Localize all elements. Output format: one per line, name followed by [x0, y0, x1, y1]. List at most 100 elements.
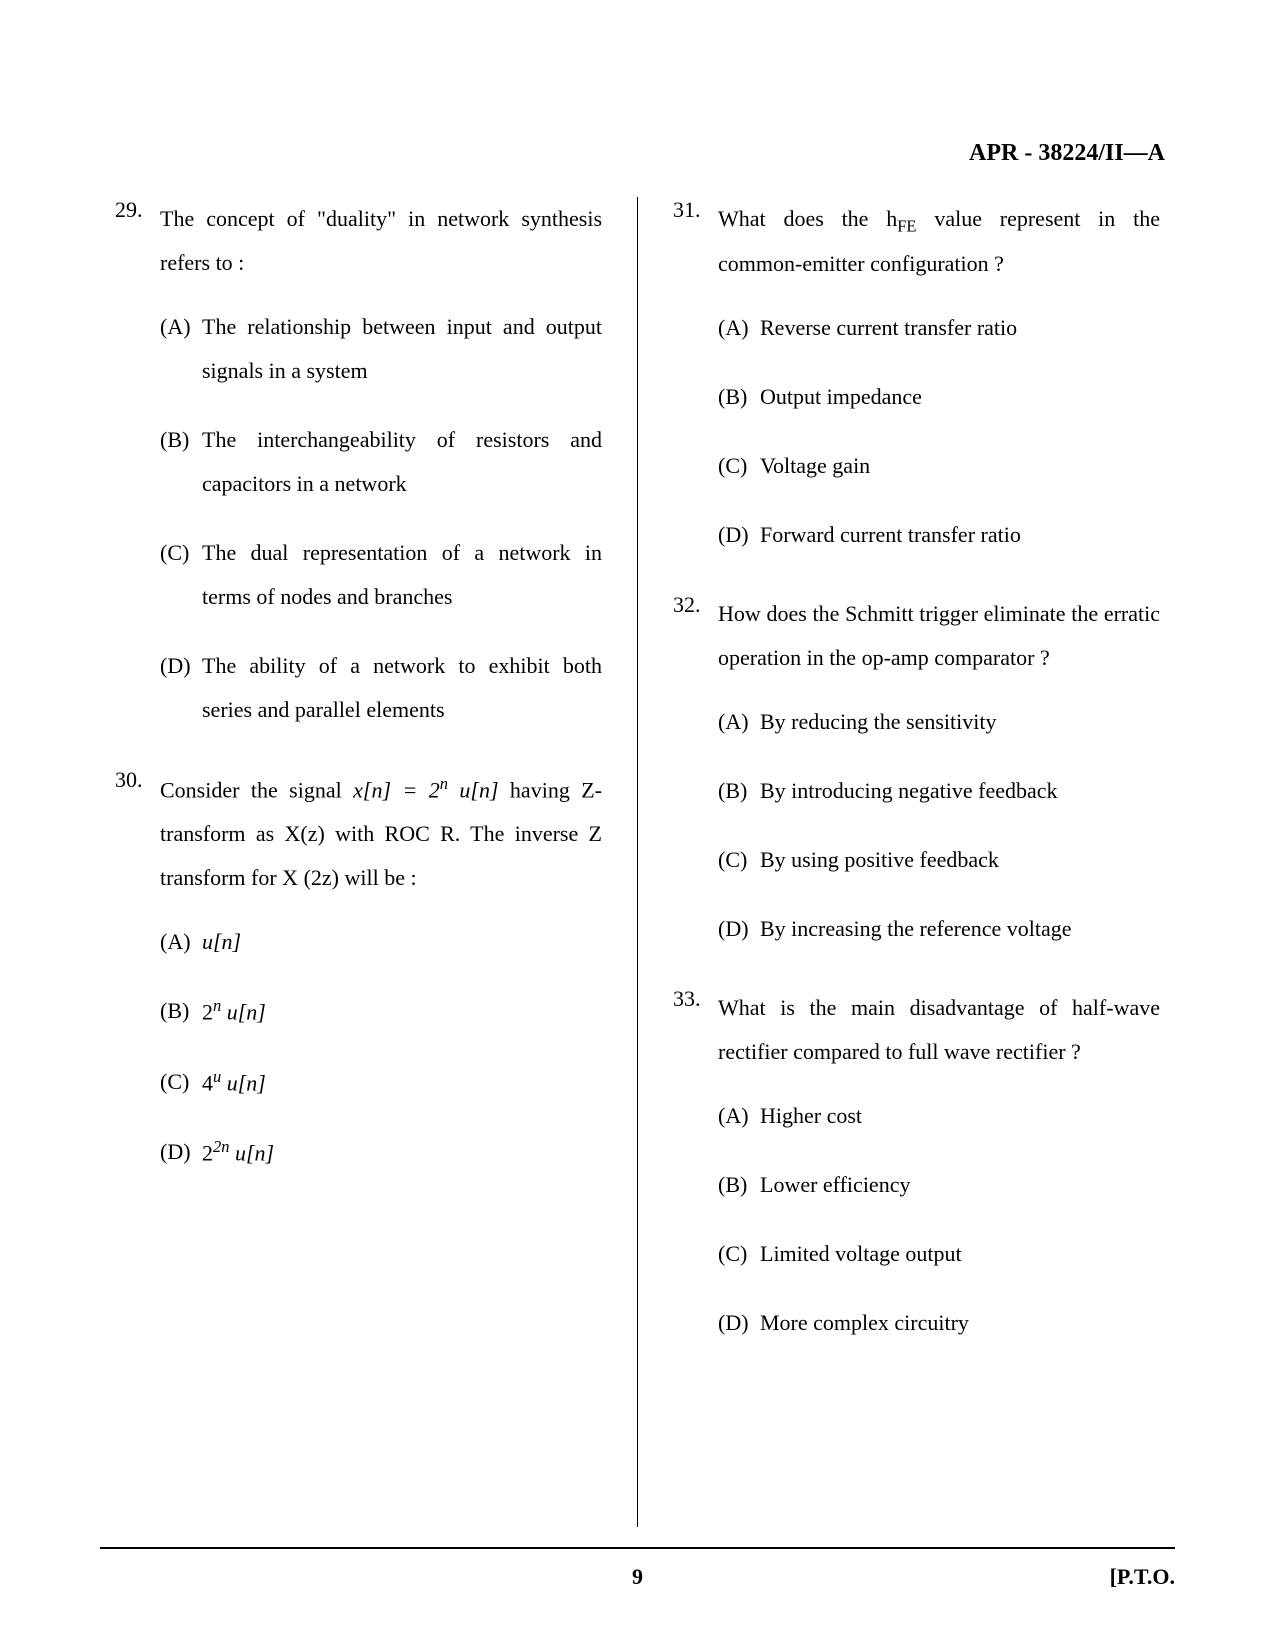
question-31: 31. What does the hFE value represent in… — [673, 197, 1160, 557]
option-b: (B) Output impedance — [718, 375, 1160, 419]
option-b: (B) 2n u[n] — [160, 989, 602, 1034]
opt-sup: 2n — [213, 1137, 230, 1156]
option-label: (A) — [718, 306, 760, 350]
q31-sub: FE — [897, 216, 916, 235]
option-label: (C) — [718, 1232, 760, 1276]
option-d: (D) Forward current transfer ratio — [718, 513, 1160, 557]
option-text: More complex circuitry — [760, 1301, 1160, 1345]
option-text: The relationship between input and outpu… — [202, 305, 602, 393]
options-list: (A) By reducing the sensitivity (B) By i… — [673, 700, 1160, 951]
exam-page: APR - 38224/II—A 29. The concept of "dua… — [0, 0, 1275, 1650]
opt-suffix: u[n] — [230, 1140, 275, 1165]
option-label: (B) — [718, 769, 760, 813]
question-text: The concept of "duality" in network synt… — [160, 197, 602, 285]
option-c: (C) 4u u[n] — [160, 1060, 602, 1105]
opt-sup: u — [213, 1067, 221, 1086]
content-area: 29. The concept of "duality" in network … — [100, 197, 1175, 1527]
q30-prefix: Consider the signal — [160, 777, 353, 802]
option-c: (C) The dual representation of a network… — [160, 531, 602, 619]
opt-base: 4 — [202, 1070, 213, 1095]
footer: 9 [P.T.O. — [100, 1547, 1175, 1590]
option-text: 2n u[n] — [202, 989, 602, 1034]
q30-suffix1: u[n] — [448, 777, 499, 802]
option-label: (B) — [160, 989, 202, 1033]
option-label: (D) — [718, 513, 760, 557]
options-list: (A) Higher cost (B) Lower efficiency (C)… — [673, 1094, 1160, 1345]
option-label: (D) — [718, 907, 760, 951]
option-a: (A) Reverse current transfer ratio — [718, 306, 1160, 350]
option-label: (A) — [718, 700, 760, 744]
option-text: 22n u[n] — [202, 1130, 602, 1175]
option-text: The dual representation of a network in … — [202, 531, 602, 619]
question-33: 33. What is the main disadvantage of hal… — [673, 986, 1160, 1345]
option-label: (C) — [160, 531, 202, 575]
option-label: (B) — [718, 375, 760, 419]
option-label: (C) — [718, 444, 760, 488]
column-divider — [637, 197, 638, 1527]
option-label: (D) — [160, 644, 202, 688]
q30-sup: n — [440, 774, 448, 793]
pto-label: [P.T.O. — [1110, 1564, 1175, 1590]
option-text: u[n] — [202, 920, 602, 964]
question-number: 31. — [673, 197, 718, 223]
option-d: (D) The ability of a network to exhibit … — [160, 644, 602, 732]
option-text: 4u u[n] — [202, 1060, 602, 1105]
option-label: (C) — [160, 1060, 202, 1104]
option-text: Lower efficiency — [760, 1163, 1160, 1207]
option-a: (A) By reducing the sensitivity — [718, 700, 1160, 744]
option-label: (B) — [718, 1163, 760, 1207]
option-text: The ability of a network to exhibit both… — [202, 644, 602, 732]
option-label: (D) — [718, 1301, 760, 1345]
option-c: (C) Limited voltage output — [718, 1232, 1160, 1276]
option-d: (D) 22n u[n] — [160, 1130, 602, 1175]
option-a: (A) u[n] — [160, 920, 602, 964]
option-text: Forward current transfer ratio — [760, 513, 1160, 557]
option-a: (A) Higher cost — [718, 1094, 1160, 1138]
option-label: (D) — [160, 1130, 202, 1174]
option-text: By using positive feedback — [760, 838, 1160, 882]
question-30: 30. Consider the signal x[n] = 2n u[n] h… — [115, 767, 602, 1175]
option-label: (A) — [718, 1094, 760, 1138]
options-list: (A) The relationship between input and o… — [115, 305, 602, 732]
option-a: (A) The relationship between input and o… — [160, 305, 602, 393]
q31-prefix: What does the h — [718, 206, 897, 231]
option-b: (B) The interchangeability of resistors … — [160, 418, 602, 506]
options-list: (A) Reverse current transfer ratio (B) O… — [673, 306, 1160, 557]
option-label: (B) — [160, 418, 202, 462]
option-text: By introducing negative feedback — [760, 769, 1160, 813]
option-text: The interchangeability of resistors and … — [202, 418, 602, 506]
option-label: (C) — [718, 838, 760, 882]
header-code: APR - 38224/II—A — [100, 140, 1175, 167]
option-label: (A) — [160, 305, 202, 349]
option-text: Reverse current transfer ratio — [760, 306, 1160, 350]
option-text: By increasing the reference voltage — [760, 907, 1160, 951]
option-text: By reducing the sensitivity — [760, 700, 1160, 744]
opt-suffix: u[n] — [221, 1070, 266, 1095]
opt-sup: n — [213, 996, 221, 1015]
left-column: 29. The concept of "duality" in network … — [100, 197, 632, 1527]
option-d: (D) More complex circuitry — [718, 1301, 1160, 1345]
option-text: Limited voltage output — [760, 1232, 1160, 1276]
question-number: 29. — [115, 197, 160, 223]
question-text: Consider the signal x[n] = 2n u[n] havin… — [160, 767, 602, 900]
option-label: (A) — [160, 920, 202, 964]
question-32: 32. How does the Schmitt trigger elimina… — [673, 592, 1160, 951]
question-text: What does the hFE value represent in the… — [718, 197, 1160, 286]
page-number: 9 — [632, 1564, 643, 1590]
question-text: What is the main disadvantage of half-wa… — [718, 986, 1160, 1074]
question-number: 30. — [115, 767, 160, 793]
question-text: How does the Schmitt trigger eliminate t… — [718, 592, 1160, 680]
option-b: (B) Lower efficiency — [718, 1163, 1160, 1207]
option-text: Higher cost — [760, 1094, 1160, 1138]
q30-formula1: x[n] = 2 — [353, 777, 440, 802]
options-list: (A) u[n] (B) 2n u[n] (C) 4u u[n] (D) 22n… — [115, 920, 602, 1175]
option-c: (C) Voltage gain — [718, 444, 1160, 488]
opt-base: 2 — [202, 1000, 213, 1025]
option-d: (D) By increasing the reference voltage — [718, 907, 1160, 951]
opt-base: 2 — [202, 1140, 213, 1165]
option-text: Output impedance — [760, 375, 1160, 419]
question-29: 29. The concept of "duality" in network … — [115, 197, 602, 732]
question-number: 32. — [673, 592, 718, 618]
opt-suffix: u[n] — [221, 1000, 266, 1025]
question-number: 33. — [673, 986, 718, 1012]
